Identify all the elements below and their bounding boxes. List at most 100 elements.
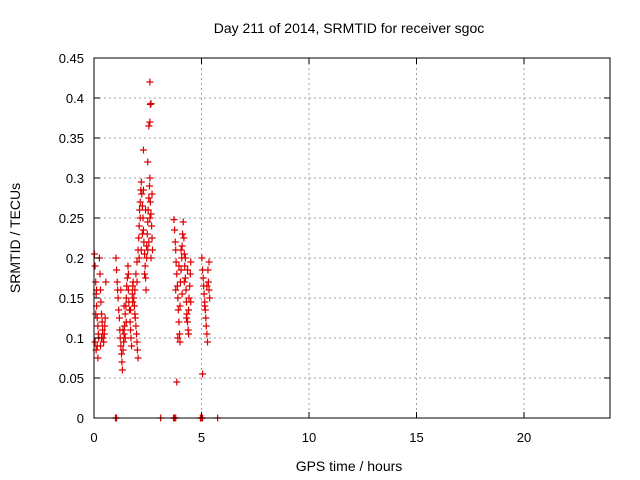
data-point: [173, 282, 181, 290]
data-point: [129, 298, 137, 306]
data-point: [146, 214, 154, 222]
data-point: [148, 222, 156, 230]
data-point: [117, 286, 125, 294]
data-point: [134, 354, 142, 362]
data-point: [118, 350, 126, 358]
data-point: [133, 346, 141, 354]
data-point: [144, 218, 152, 226]
data-point: [94, 354, 102, 362]
y-tick-label: 0.4: [66, 91, 84, 106]
data-point: [121, 310, 129, 318]
data-point: [201, 306, 209, 314]
data-point: [199, 370, 207, 378]
data-point: [119, 326, 127, 334]
data-point: [145, 122, 153, 130]
x-tick-label: 20: [517, 430, 531, 445]
data-point: [182, 314, 190, 322]
data-point: [114, 294, 122, 302]
data-point: [174, 334, 182, 342]
data-point: [202, 322, 210, 330]
data-point: [115, 306, 123, 314]
data-point: [147, 254, 155, 262]
data-point: [124, 270, 132, 278]
data-point: [133, 330, 141, 338]
data-point: [184, 318, 192, 326]
data-point: [171, 226, 179, 234]
data-point: [147, 210, 155, 218]
data-point: [144, 158, 152, 166]
data-point: [185, 294, 193, 302]
data-point: [131, 286, 139, 294]
data-point: [136, 206, 144, 214]
data-point: [135, 222, 143, 230]
data-point: [173, 378, 181, 386]
data-point: [179, 218, 187, 226]
y-tick-label: 0.35: [59, 131, 84, 146]
y-tick-label: 0.1: [66, 331, 84, 346]
data-point: [128, 342, 136, 350]
data-point: [205, 258, 213, 266]
x-tick-label: 5: [198, 430, 205, 445]
data-point: [123, 274, 131, 282]
data-point: [198, 254, 206, 262]
data-point: [175, 262, 183, 270]
y-tick-label: 0.45: [59, 51, 84, 66]
data-point: [201, 302, 209, 310]
axis-ticks: 0 0.05 0.1 0.15 0.2 0.25 0.3 0.35 0.4 0.45 0 5 10 15 2…: [59, 51, 610, 445]
data-point: [115, 314, 123, 322]
data-point: [118, 366, 126, 374]
data-point: [131, 314, 139, 322]
data-point: [136, 214, 144, 222]
data-point: [141, 250, 149, 258]
data-point: [127, 326, 135, 334]
data-point: [180, 278, 188, 286]
data-point: [123, 282, 131, 290]
data-point: [124, 286, 132, 294]
data-point: [121, 334, 129, 342]
data-point: [148, 234, 156, 242]
data-point: [180, 234, 188, 242]
data-point: [91, 338, 99, 346]
data-point: [138, 190, 146, 198]
data-point: [135, 234, 143, 242]
data-point: [113, 266, 121, 274]
data-point: [186, 282, 194, 290]
x-axis-title: GPS time / hours: [296, 458, 403, 474]
data-point: [124, 262, 132, 270]
data-point: [141, 270, 149, 278]
data-point: [146, 174, 154, 182]
data-point: [133, 258, 141, 266]
data-point: [128, 290, 136, 298]
data-point: [93, 314, 101, 322]
data-point: [171, 238, 179, 246]
x-tick-label: 10: [302, 430, 316, 445]
data-point: [175, 318, 183, 326]
data-point: [182, 286, 190, 294]
data-point: [139, 226, 147, 234]
data-point: [120, 302, 128, 310]
data-point: [101, 314, 109, 322]
data-point: [137, 246, 145, 254]
data-point: [136, 198, 144, 206]
data-point: [174, 294, 182, 302]
data-point: [102, 278, 110, 286]
data-point: [101, 322, 109, 330]
data-point: [142, 274, 150, 282]
data-point: [122, 318, 130, 326]
data-point: [130, 294, 138, 302]
data-point: [204, 266, 212, 274]
data-point: [205, 286, 213, 294]
data-point: [148, 190, 156, 198]
data-point: [132, 270, 140, 278]
data-point: [92, 310, 100, 318]
y-tick-label: 0: [77, 411, 84, 426]
data-point: [138, 230, 146, 238]
data-point: [91, 262, 99, 270]
data-point: [180, 250, 188, 258]
data-point: [145, 194, 153, 202]
data-point: [139, 186, 147, 194]
data-point: [94, 322, 102, 330]
data-point: [119, 346, 127, 354]
data-point: [113, 278, 121, 286]
